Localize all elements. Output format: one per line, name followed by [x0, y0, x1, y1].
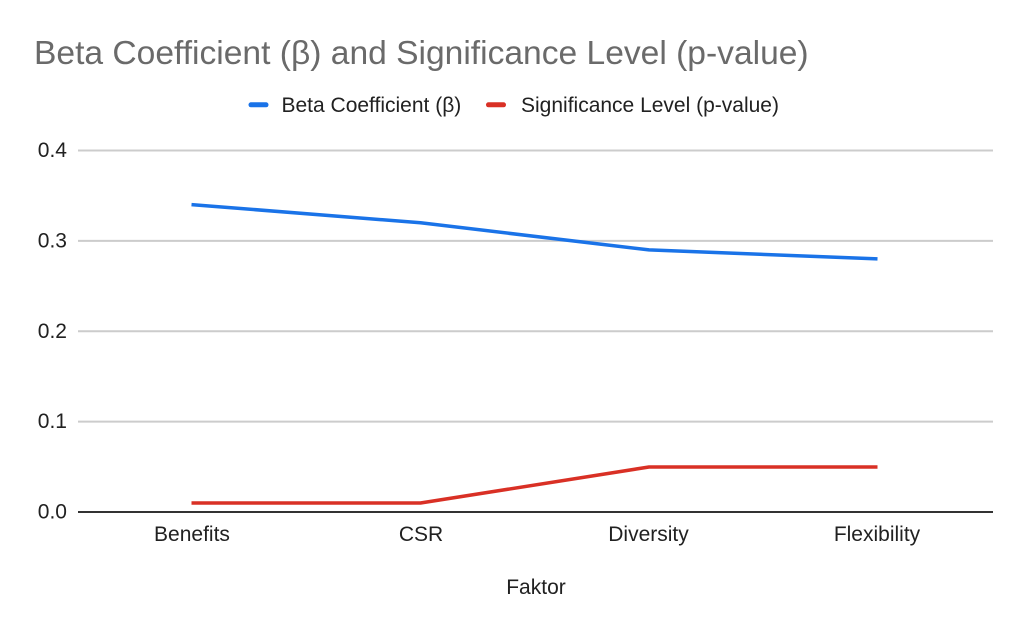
svg-text:Beta Coefficient (β) and Signi: Beta Coefficient (β) and Significance Le…	[34, 35, 809, 72]
svg-text:0.1: 0.1	[38, 410, 67, 433]
svg-text:0.3: 0.3	[38, 229, 67, 252]
svg-text:0.4: 0.4	[38, 139, 68, 162]
svg-text:Flexibility: Flexibility	[834, 523, 921, 546]
svg-text:Faktor: Faktor	[506, 576, 566, 599]
svg-text:0.2: 0.2	[38, 320, 67, 343]
svg-text:Benefits: Benefits	[154, 523, 230, 546]
svg-text:CSR: CSR	[399, 523, 443, 546]
svg-text:Significance Level (p-value): Significance Level (p-value)	[521, 94, 779, 117]
svg-text:Diversity: Diversity	[608, 523, 689, 546]
svg-text:0.0: 0.0	[38, 501, 67, 524]
svg-text:Beta Coefficient (β): Beta Coefficient (β)	[282, 94, 462, 117]
